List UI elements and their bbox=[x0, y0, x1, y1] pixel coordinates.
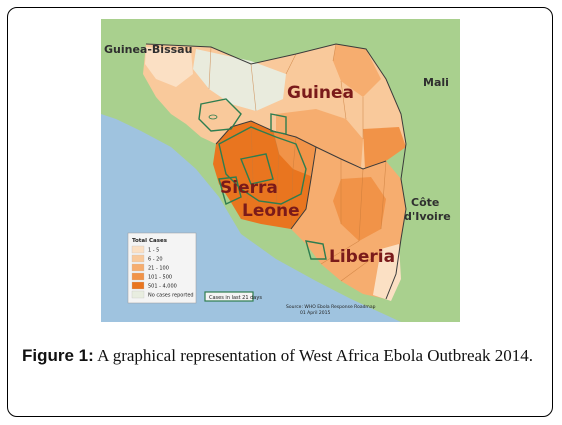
legend-item-label: No cases reported bbox=[148, 293, 194, 299]
island bbox=[223, 187, 229, 191]
source-line-1: Source: WHO Ebola Response Roadmap bbox=[286, 304, 376, 310]
source-line-2: 01 April 2015 bbox=[300, 310, 330, 316]
district-borders bbox=[208, 43, 387, 282]
label-liberia: Liberia bbox=[329, 247, 395, 267]
country-borders bbox=[145, 43, 407, 300]
legend-swatch bbox=[131, 290, 145, 299]
island bbox=[208, 114, 218, 120]
label-sierra: Sierra bbox=[220, 178, 278, 198]
guinea-northeast bbox=[333, 44, 381, 97]
caption-label: Figure 1: bbox=[22, 346, 94, 365]
label-guinea: Guinea bbox=[287, 83, 354, 103]
guinea-forest bbox=[276, 109, 363, 167]
caption-text: A graphical representation of West Afric… bbox=[93, 346, 534, 365]
legend-title: Total Cases bbox=[132, 238, 168, 244]
recent-cases-outlines bbox=[198, 98, 327, 260]
legend-items: 1 - 5 6 - 20 21 - 100 101 - 500 501 - 4,000 N… bbox=[131, 245, 194, 299]
legend-recent-cases-label: Cases in last 21 days bbox=[209, 295, 262, 301]
label-cote-divoire-1: Côte bbox=[411, 196, 439, 209]
legend-swatch bbox=[131, 272, 145, 281]
figure-caption: Figure 1: A graphical representation of … bbox=[22, 344, 542, 368]
label-cote-divoire-2: d'Ivoire bbox=[404, 210, 451, 223]
legend-swatch bbox=[131, 245, 145, 254]
legend-swatch bbox=[131, 281, 145, 290]
legend-item-label: 501 - 4,000 bbox=[148, 284, 177, 290]
label-guinea-bissau: Guinea-Bissau bbox=[104, 43, 192, 56]
legend-swatch bbox=[131, 263, 145, 272]
legend-item-label: 21 - 100 bbox=[148, 266, 169, 272]
ebola-map: Guinea-Bissau Mali Côte d'Ivoire Guinea … bbox=[101, 19, 460, 322]
guinea-northwest bbox=[145, 47, 193, 87]
liberia-southeast bbox=[373, 244, 401, 301]
legend-item-label: 1 - 5 bbox=[148, 248, 159, 254]
guinea-southeast bbox=[363, 127, 406, 169]
legend-item-label: 6 - 20 bbox=[148, 257, 163, 263]
label-mali: Mali bbox=[423, 76, 449, 89]
liberia-central bbox=[333, 177, 386, 241]
legend-swatch bbox=[131, 254, 145, 263]
label-leone: Leone bbox=[242, 201, 300, 221]
legend: Total Cases 1 - 5 6 - 20 21 - 100 101 - 500… bbox=[127, 232, 376, 316]
guinea-no-cases-north bbox=[193, 49, 286, 111]
legend-recent-cases-swatch bbox=[204, 291, 254, 302]
map-svg: Guinea-Bissau Mali Côte d'Ivoire Guinea … bbox=[101, 19, 460, 322]
legend-item-label: 101 - 500 bbox=[148, 275, 172, 281]
